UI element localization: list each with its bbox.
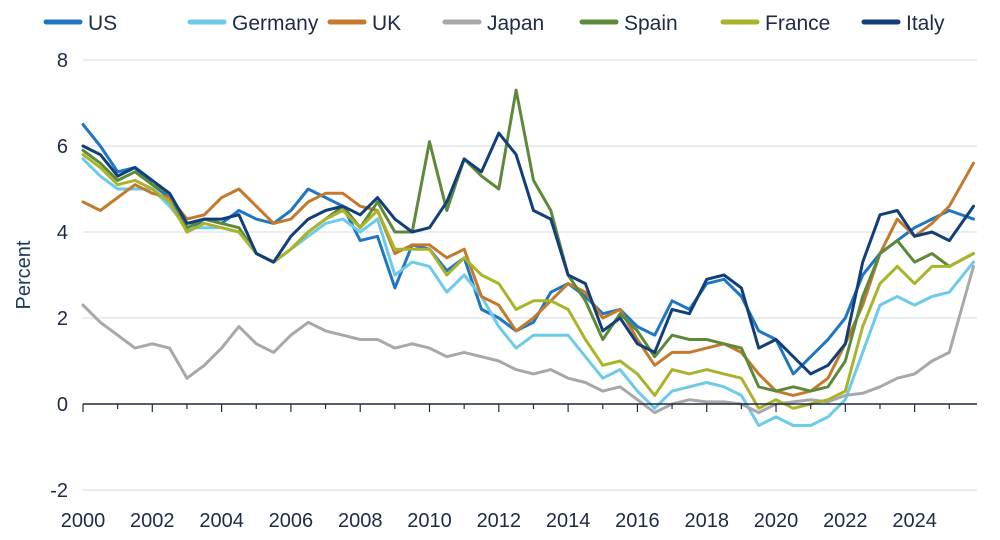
x-tick-label: 2000 xyxy=(61,510,106,532)
series-line-france xyxy=(81,153,975,410)
legend-item-us: US xyxy=(43,12,117,35)
y-tick-label: 6 xyxy=(57,136,68,158)
x-tick-label: 2004 xyxy=(199,510,244,532)
x-tick-label: 2008 xyxy=(338,510,383,532)
legend-item-japan: Japan xyxy=(442,12,544,35)
legend-label: UK xyxy=(372,12,401,35)
series-line-uk xyxy=(81,161,975,397)
legend: US Germany UK Japan Spain France Italy xyxy=(43,12,945,35)
y-axis-title: Percent xyxy=(13,240,35,309)
x-tick-label: 2018 xyxy=(684,510,729,532)
x-tick-label: 2006 xyxy=(269,510,314,532)
legend-label: Italy xyxy=(906,12,945,35)
x-tick-label: 2024 xyxy=(892,510,937,532)
y-tick-label: -2 xyxy=(50,480,68,502)
y-tick-label: 8 xyxy=(57,50,68,72)
x-tick-label: 2012 xyxy=(477,510,522,532)
plot-area xyxy=(81,88,975,427)
y-tick-label: 2 xyxy=(57,308,68,330)
x-tick-label: 2022 xyxy=(823,510,868,532)
gridlines xyxy=(83,59,977,491)
y-axis-tick-labels: -2 0 2 4 6 8 xyxy=(50,50,68,502)
x-tick-label: 2002 xyxy=(130,510,175,532)
series-line-spain xyxy=(81,88,975,393)
legend-item-france: France xyxy=(720,12,830,35)
series-line-germany xyxy=(81,157,975,427)
x-tick-label: 2016 xyxy=(615,510,660,532)
series-line-italy xyxy=(81,131,975,376)
legend-item-germany: Germany xyxy=(187,12,319,35)
legend-label: US xyxy=(88,12,117,35)
x-axis: 2000 2002 2004 2006 2008 2010 2012 2014 2016 2018… xyxy=(61,403,977,532)
series-line-us xyxy=(81,123,975,376)
x-tick-label: 2020 xyxy=(754,510,799,532)
x-tick-label: 2014 xyxy=(546,510,591,532)
y-tick-label: 4 xyxy=(57,222,68,244)
legend-item-uk: UK xyxy=(327,12,401,35)
legend-label: Germany xyxy=(232,12,319,35)
legend-label: Spain xyxy=(624,12,678,35)
y-tick-label: 0 xyxy=(57,394,68,416)
legend-label: France xyxy=(765,12,830,35)
x-tick-label: 2010 xyxy=(407,510,452,532)
legend-label: Japan xyxy=(487,12,544,35)
legend-item-spain: Spain xyxy=(579,12,678,35)
legend-item-italy: Italy xyxy=(861,12,945,35)
